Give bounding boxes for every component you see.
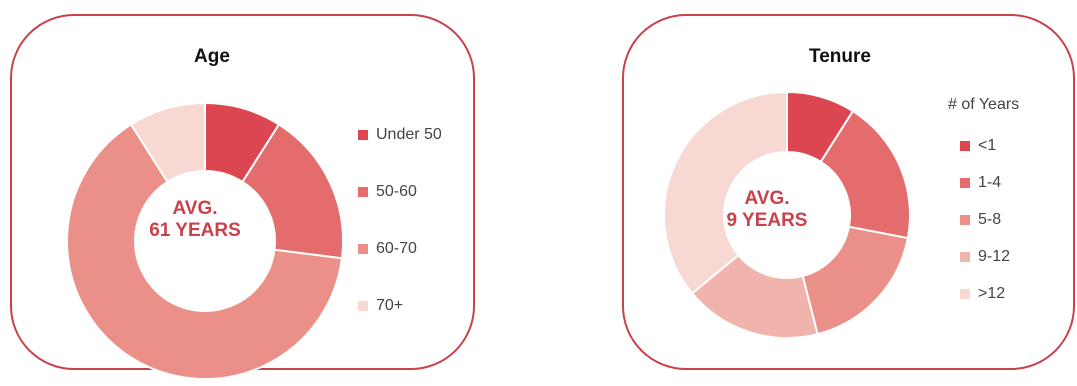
legend-swatch	[960, 141, 970, 151]
legend-label: 1-4	[978, 174, 1002, 191]
center-label-line: AVG.	[744, 188, 790, 209]
age-chart-card: Age AVG. 61 YEARS Under 50 50-60 60-70 70+	[10, 14, 475, 380]
legend-item: 50-60	[358, 183, 417, 201]
legend-swatch	[960, 215, 970, 225]
donut-slice-70-	[129, 101, 206, 184]
legend-item: <1	[960, 137, 996, 155]
tenure-donut-chart	[663, 90, 911, 339]
center-label-line: 9 YEARS	[726, 210, 808, 231]
donut-slice-9-12	[690, 253, 819, 339]
legend-swatch	[358, 130, 368, 140]
legend-swatch	[960, 178, 970, 188]
legend-label: >12	[978, 285, 1006, 302]
legend-label: 60-70	[376, 240, 417, 257]
chart-title: Age	[194, 46, 230, 67]
legend-label: Under 50	[376, 126, 442, 143]
legend-label: 70+	[376, 297, 404, 314]
legend-label: 9-12	[978, 248, 1011, 265]
legend-item: 1-4	[960, 174, 1001, 192]
legend-swatch	[358, 301, 368, 311]
donut-center-label: AVG. 61 YEARS	[135, 198, 255, 242]
donut-slice-5-8	[801, 225, 909, 336]
legend-label: <1	[978, 137, 997, 154]
legend-label: 50-60	[376, 183, 417, 200]
donut-slice--12	[663, 90, 788, 295]
legend-title: # of Years	[948, 96, 1020, 113]
center-label-line: 61 YEARS	[149, 220, 241, 241]
legend-swatch	[358, 187, 368, 197]
legend-item: 60-70	[358, 240, 417, 258]
center-label-line: AVG.	[172, 198, 218, 219]
legend-swatch	[960, 252, 970, 262]
chart-title: Tenure	[809, 46, 871, 67]
legend-item: 9-12	[960, 248, 1010, 266]
legend-swatch	[960, 289, 970, 299]
legend-item: Under 50	[358, 126, 442, 144]
legend-swatch	[358, 244, 368, 254]
tenure-chart-card: Tenure AVG. 9 YEARS # of Years <1 1-4 5-8 9…	[622, 14, 1075, 370]
legend-label: 5-8	[978, 211, 1002, 228]
legend-item: 70+	[358, 297, 403, 315]
legend-item: 5-8	[960, 211, 1001, 229]
legend-item: >12	[960, 285, 1005, 303]
donut-center-label: AVG. 9 YEARS	[707, 188, 827, 232]
